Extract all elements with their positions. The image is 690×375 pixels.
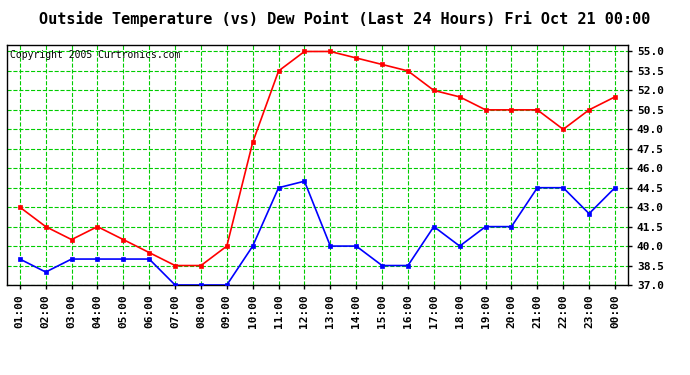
Text: Copyright 2005 Curtronics.com: Copyright 2005 Curtronics.com xyxy=(10,50,180,60)
Text: Outside Temperature (vs) Dew Point (Last 24 Hours) Fri Oct 21 00:00: Outside Temperature (vs) Dew Point (Last… xyxy=(39,11,651,27)
